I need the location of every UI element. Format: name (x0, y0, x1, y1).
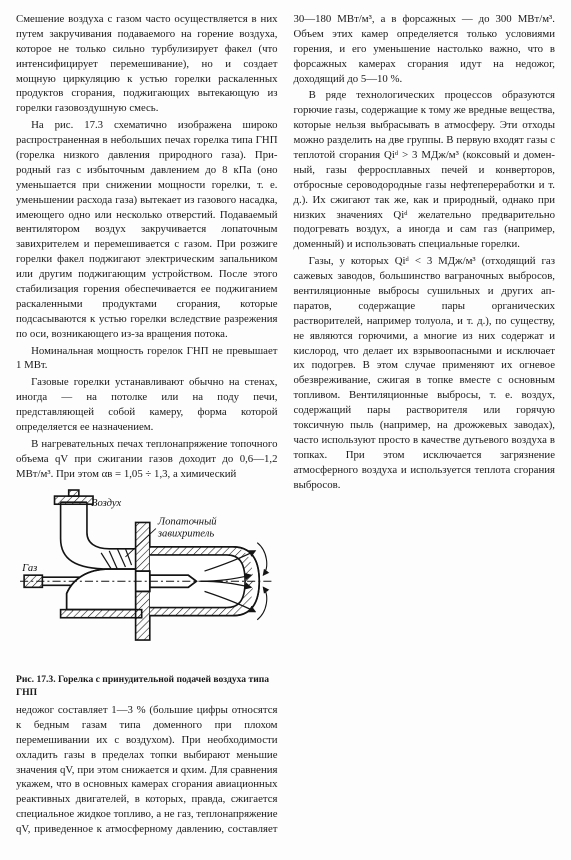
figure-label-swirler-1: Лопаточный (157, 516, 217, 527)
para-3: Номинальная мощность горелок ГНП не прев… (16, 344, 278, 374)
figure-label-swirler-2: завихритель (157, 528, 214, 539)
figure-label-air: Воздух (91, 498, 121, 509)
para-8: Газы, у которых Qiᵈ < 3 МДж/м³ (от­ходящ… (294, 254, 556, 492)
para-5: В нагревательных печах теплонапря­жение … (16, 437, 278, 482)
para-7: В ряде технологических процессов образую… (294, 88, 556, 252)
para-2: На рис. 17.3 схематично изображена широк… (16, 118, 278, 341)
two-column-layout: Смешение воздуха с газом часто осуще­ств… (16, 12, 555, 850)
figure-label-gas: Газ (21, 563, 37, 574)
para-1: Смешение воздуха с газом часто осуще­ств… (16, 12, 278, 116)
figure-caption: Рис. 17.3. Горелка с принудительной пода… (16, 674, 278, 699)
burner-diagram: Воздух Лопаточный завихритель Газ (16, 488, 278, 670)
figure-17-3: Воздух Лопаточный завихритель Газ Рис. 1… (16, 488, 278, 699)
para-4: Газовые горелки устанавливают обычно на … (16, 375, 278, 435)
